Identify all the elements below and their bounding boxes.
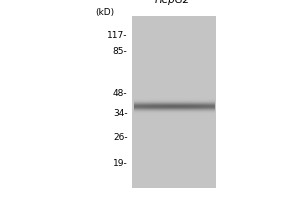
Text: 85-: 85- [113, 46, 128, 55]
Text: 117-: 117- [107, 30, 128, 40]
Text: HepG2: HepG2 [155, 0, 190, 5]
Text: 34-: 34- [113, 108, 128, 117]
Text: (kD): (kD) [95, 8, 114, 18]
Bar [132, 16, 216, 188]
Text: 48-: 48- [113, 88, 128, 98]
Text: 26-: 26- [113, 132, 128, 142]
Text: 19-: 19- [113, 158, 128, 168]
